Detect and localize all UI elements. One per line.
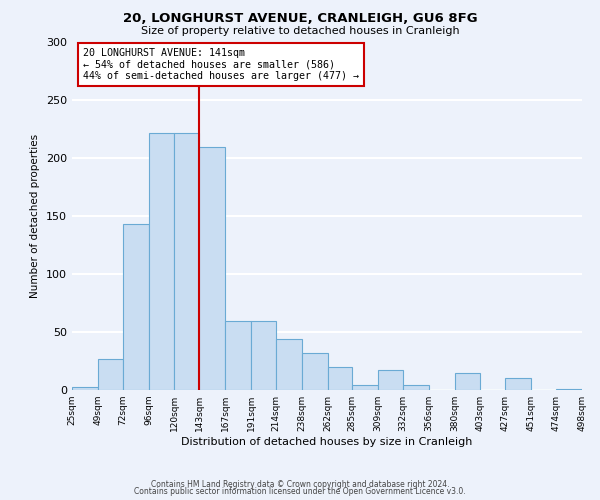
- Text: 20, LONGHURST AVENUE, CRANLEIGH, GU6 8FG: 20, LONGHURST AVENUE, CRANLEIGH, GU6 8FG: [122, 12, 478, 26]
- Bar: [302, 353, 328, 390]
- Bar: [276, 339, 302, 390]
- Bar: [505, 378, 532, 390]
- Y-axis label: Number of detached properties: Number of detached properties: [31, 134, 40, 298]
- Bar: [455, 372, 479, 390]
- Bar: [328, 367, 352, 390]
- X-axis label: Distribution of detached houses by size in Cranleigh: Distribution of detached houses by size …: [181, 437, 473, 447]
- Text: Size of property relative to detached houses in Cranleigh: Size of property relative to detached ho…: [140, 26, 460, 36]
- Bar: [72, 386, 98, 390]
- Text: Contains public sector information licensed under the Open Government Licence v3: Contains public sector information licen…: [134, 487, 466, 496]
- Bar: [556, 389, 582, 390]
- Bar: [225, 320, 251, 390]
- Bar: [403, 386, 429, 390]
- Bar: [122, 224, 149, 390]
- Bar: [149, 133, 175, 390]
- Bar: [98, 358, 122, 390]
- Bar: [175, 133, 199, 390]
- Text: 20 LONGHURST AVENUE: 141sqm
← 54% of detached houses are smaller (586)
44% of se: 20 LONGHURST AVENUE: 141sqm ← 54% of det…: [83, 48, 359, 82]
- Bar: [378, 370, 403, 390]
- Text: Contains HM Land Registry data © Crown copyright and database right 2024.: Contains HM Land Registry data © Crown c…: [151, 480, 449, 489]
- Bar: [199, 147, 225, 390]
- Bar: [251, 320, 276, 390]
- Bar: [352, 386, 378, 390]
